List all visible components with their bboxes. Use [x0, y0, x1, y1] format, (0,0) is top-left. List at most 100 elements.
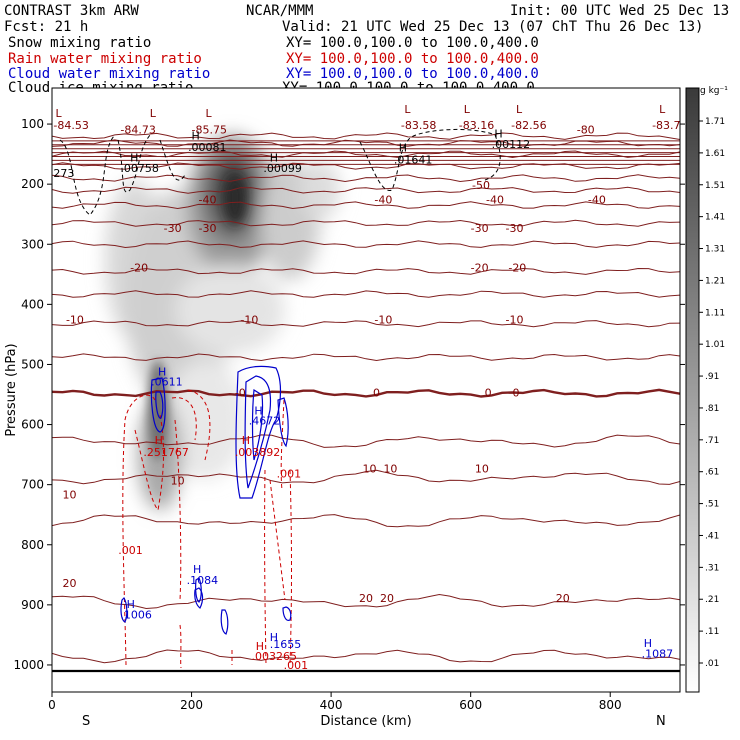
field-label: H [242, 434, 250, 447]
y-tick-label: 700 [21, 478, 44, 492]
field-label: 0 [373, 386, 380, 399]
field-label: -10 [374, 314, 392, 327]
field-label: 0 [485, 386, 492, 399]
field-label: H [127, 598, 135, 611]
field-label: L [150, 107, 157, 120]
field-label: 10 [171, 475, 185, 488]
y-tick-label: 300 [21, 237, 44, 251]
field-label: L [404, 103, 411, 116]
field-label: H [399, 142, 407, 155]
model-title: CONTRAST 3km ARW [4, 3, 139, 19]
field-label: H [270, 631, 278, 644]
colorbar-label: 1.51 [705, 181, 725, 191]
x-tick-label: 600 [459, 698, 482, 712]
field-label: -83.16 [459, 119, 494, 132]
x-end-right: N [656, 714, 666, 729]
field-label: .1084 [187, 574, 219, 587]
field-label: -10 [240, 314, 258, 327]
y-tick-label: 400 [21, 297, 44, 311]
colorbar-label: .61 [705, 468, 719, 478]
field-label: .00758 [120, 162, 159, 175]
field-label: L [464, 103, 471, 116]
field-label: -40 [486, 193, 504, 206]
field-label: -83.58 [401, 119, 436, 132]
field-xy-snow: XY= 100.0,100.0 to 100.0,400.0 [286, 35, 539, 51]
colorbar-label: .21 [705, 595, 719, 605]
field-label: -83.7 [652, 119, 680, 132]
field-label: H [644, 637, 652, 650]
temperature-contour [52, 201, 680, 210]
x-axis-label: Distance (km) [320, 714, 411, 729]
init-time: Init: 00 UTC Wed 25 Dec 13 [510, 3, 729, 19]
colorbar-label: 1.11 [705, 308, 725, 318]
temperature-contour [52, 514, 680, 528]
y-tick-label: 600 [21, 418, 44, 432]
field-label: -82.56 [511, 119, 546, 132]
temperature-contour [52, 593, 680, 610]
temperature-contour [52, 267, 680, 275]
field-label: H [158, 365, 166, 378]
y-tick-label: 1000 [13, 658, 44, 672]
field-label: -84.53 [53, 119, 88, 132]
field-label: 20 [359, 592, 373, 605]
field-label: -84.73 [120, 124, 155, 137]
field-label: .00112 [492, 138, 530, 151]
valid-time: Valid: 21 UTC Wed 25 Dec 13 (07 ChT Thu … [282, 19, 703, 35]
y-tick-label: 200 [21, 177, 44, 191]
field-label: H [494, 127, 502, 140]
colorbar-label: .11 [705, 627, 719, 637]
colorbar-label: 1.61 [705, 149, 725, 159]
field-label: .1655 [270, 638, 302, 651]
x-tick-label: 200 [180, 698, 203, 712]
field-label: -30 [471, 222, 489, 235]
field-label: .251767 [143, 446, 189, 459]
field-label: -80 [577, 124, 595, 137]
field-label: -40 [199, 193, 217, 206]
field-label: H [256, 640, 264, 653]
field-label: 10 [475, 463, 489, 476]
temperature-contour [52, 290, 680, 298]
org-title: NCAR/MMM [246, 3, 313, 19]
field-label: .1087 [642, 648, 674, 661]
y-tick-label: 900 [21, 598, 44, 612]
field-label: -0 [235, 386, 246, 399]
colorbar-label: 1.01 [705, 340, 725, 350]
plot-area [52, 88, 680, 692]
field-label: 10 [383, 463, 397, 476]
colorbar-label: 1.41 [705, 213, 725, 223]
field-label: H [270, 151, 278, 164]
field-label: -30 [506, 222, 524, 235]
cloud-ice-contours [59, 128, 501, 216]
field-label: H [193, 563, 201, 576]
colorbar-label: 1.21 [705, 276, 725, 286]
field-label: H [130, 151, 138, 164]
x-tick-label: 400 [320, 698, 343, 712]
field-label: 0 [513, 386, 520, 399]
field-label: .003892 [235, 446, 281, 459]
field-label: 20 [556, 592, 570, 605]
field-label: -10 [506, 314, 524, 327]
colorbar-unit: g kg⁻¹ [700, 86, 728, 96]
temperature-contour [52, 388, 680, 398]
field-label: 20 [62, 577, 76, 590]
field-label: .001 [284, 659, 309, 672]
y-axis-label: Pressure (hPa) [4, 343, 19, 436]
field-label: -20 [130, 261, 148, 274]
temperature-contour [52, 219, 680, 227]
colorbar-label: .91 [705, 372, 719, 382]
field-label: .00099 [263, 162, 302, 175]
forecast-hour: Fcst: 21 h [4, 19, 88, 35]
field-label: -20 [471, 261, 489, 274]
field-xy-cloud-water: XY= 100.0,100.0 to 100.0,400.0 [286, 66, 539, 82]
field-label: .00081 [188, 141, 227, 154]
field-label: .0611 [151, 375, 183, 388]
field-label: 10 [363, 463, 377, 476]
colorbar-label: .81 [705, 404, 719, 414]
y-tick-label: 100 [21, 117, 44, 131]
field-label: 273 [53, 167, 74, 180]
temperature-contour [52, 174, 680, 183]
temperature-contour [52, 240, 680, 249]
field-label: -85.75 [192, 124, 227, 137]
